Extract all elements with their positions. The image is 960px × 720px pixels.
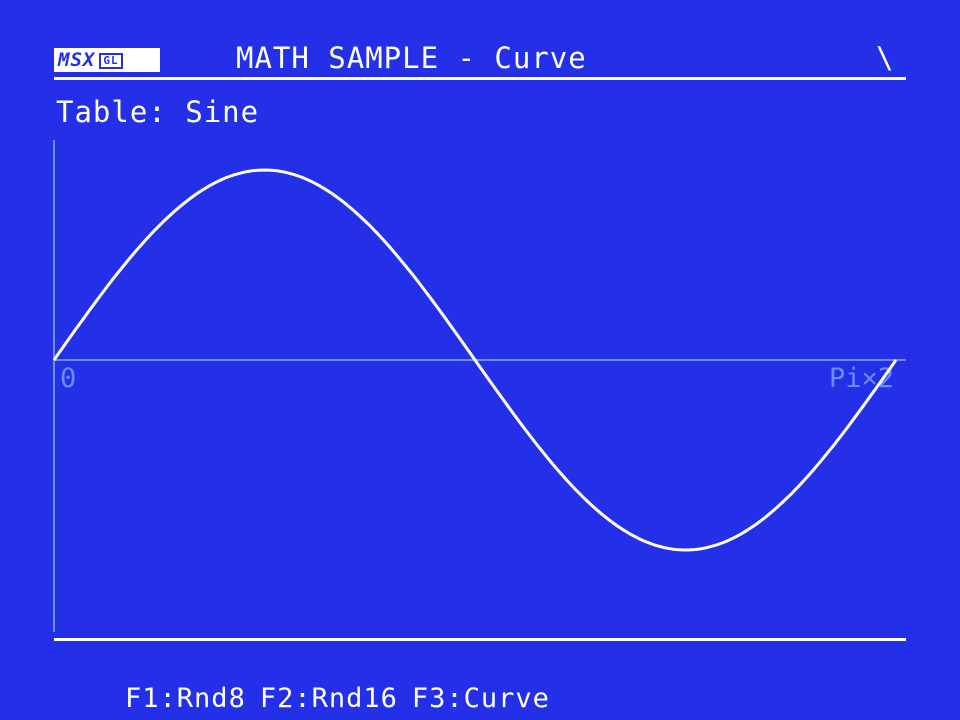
msxgl-logo: MSX GL xyxy=(54,48,160,72)
x-start-label: 0 xyxy=(60,363,76,394)
table-indicator: Table: Sine xyxy=(56,94,259,130)
function-key-bar: F1:Rnd8 F2:Rnd16 F3:Curve xyxy=(56,645,564,720)
f3-key-label[interactable]: F3:Curve xyxy=(411,683,550,714)
header-divider xyxy=(54,77,906,80)
page-title: MATH SAMPLE - Curve xyxy=(236,41,587,75)
table-label: Table: xyxy=(56,95,167,129)
f2-key-label[interactable]: F2:Rnd16 xyxy=(259,683,398,714)
activity-spinner-icon: \ xyxy=(876,41,894,75)
table-value: Sine xyxy=(185,95,260,129)
f1-key-label[interactable]: F1:Rnd8 xyxy=(125,683,246,714)
logo-text: MSX xyxy=(58,49,96,71)
footer-divider xyxy=(54,638,906,641)
logo-badge: GL xyxy=(99,53,123,69)
sine-curve xyxy=(52,168,898,552)
